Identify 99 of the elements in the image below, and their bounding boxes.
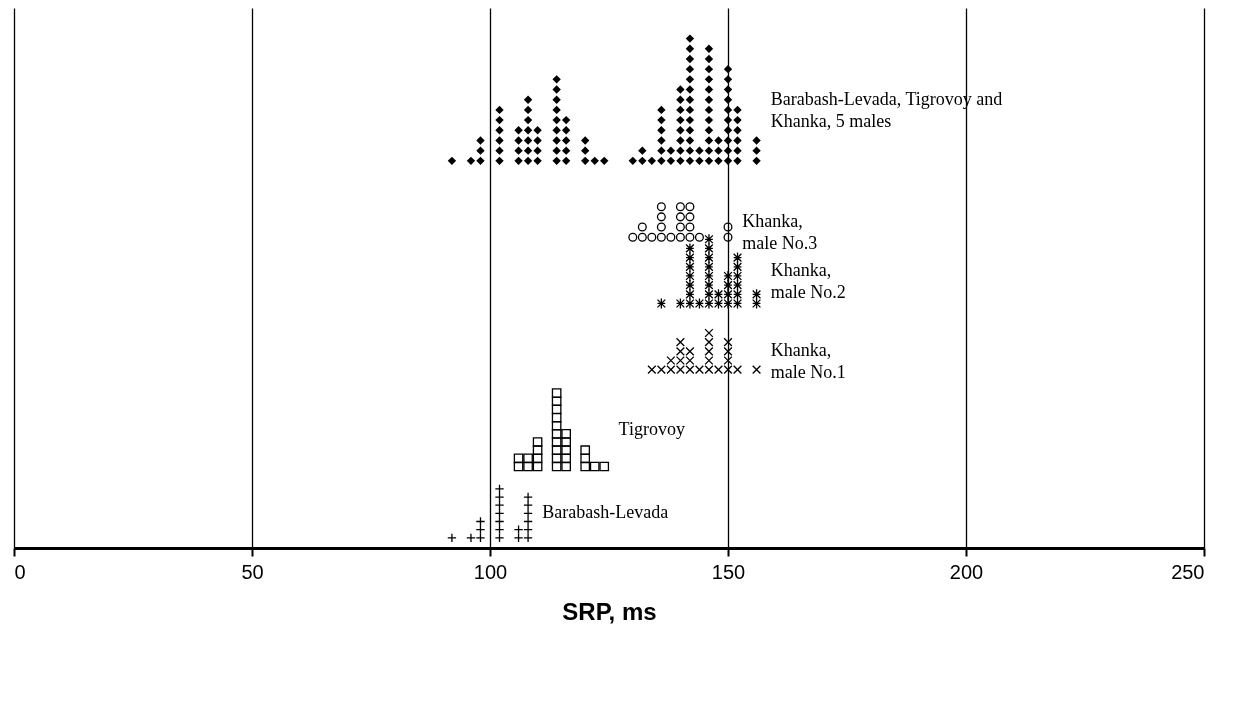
point bbox=[561, 461, 571, 472]
point bbox=[723, 297, 733, 310]
point bbox=[561, 429, 571, 439]
point bbox=[723, 346, 733, 356]
point bbox=[723, 288, 733, 300]
point bbox=[628, 232, 638, 242]
point bbox=[704, 288, 714, 300]
point bbox=[656, 297, 666, 310]
point bbox=[513, 453, 524, 464]
x-tick-label: 200 bbox=[949, 560, 984, 583]
point bbox=[723, 222, 733, 232]
point bbox=[551, 396, 562, 407]
point bbox=[551, 453, 562, 464]
point bbox=[752, 297, 762, 310]
point bbox=[733, 251, 743, 264]
point bbox=[704, 270, 714, 282]
x-tick-label: 0 bbox=[14, 560, 26, 583]
point bbox=[733, 297, 743, 310]
point bbox=[685, 242, 695, 255]
point bbox=[580, 453, 591, 464]
point bbox=[704, 356, 714, 366]
point bbox=[685, 232, 695, 242]
point bbox=[723, 270, 733, 282]
point bbox=[551, 437, 562, 447]
point bbox=[675, 222, 685, 232]
point bbox=[666, 232, 676, 242]
point bbox=[685, 251, 695, 264]
series-label: Tigrovoy bbox=[618, 418, 685, 439]
point bbox=[523, 453, 533, 464]
x-tick-label: 150 bbox=[711, 560, 746, 583]
point bbox=[532, 445, 543, 456]
point bbox=[723, 337, 733, 347]
point bbox=[713, 288, 723, 300]
point bbox=[523, 461, 533, 472]
point bbox=[723, 232, 733, 242]
point bbox=[704, 242, 714, 255]
series-label: Khanka, male No.2 bbox=[770, 260, 846, 303]
point bbox=[580, 461, 591, 472]
series-label: Khanka, male No.1 bbox=[770, 340, 846, 383]
point bbox=[561, 445, 571, 456]
point bbox=[551, 388, 562, 398]
point bbox=[685, 279, 695, 291]
point bbox=[685, 297, 695, 310]
x-tick-label: 50 bbox=[241, 560, 264, 583]
point bbox=[704, 328, 714, 338]
point bbox=[599, 461, 610, 472]
point bbox=[675, 202, 685, 212]
point bbox=[675, 297, 685, 310]
point bbox=[551, 404, 562, 415]
point bbox=[704, 346, 714, 356]
series-label: Barabash-Levada bbox=[542, 502, 669, 523]
point bbox=[685, 212, 695, 222]
x-axis-title: SRP, ms bbox=[562, 597, 657, 625]
point bbox=[685, 270, 695, 282]
point bbox=[532, 437, 543, 447]
point bbox=[752, 365, 762, 375]
point bbox=[513, 461, 524, 472]
point bbox=[589, 461, 600, 472]
point bbox=[704, 279, 714, 291]
point bbox=[733, 279, 743, 291]
point bbox=[704, 261, 714, 273]
point bbox=[733, 288, 743, 300]
series-label: Khanka, male No.3 bbox=[742, 210, 818, 253]
point bbox=[704, 251, 714, 264]
point bbox=[551, 429, 562, 439]
point bbox=[752, 288, 762, 300]
point bbox=[656, 232, 666, 242]
point bbox=[656, 222, 666, 232]
point bbox=[551, 420, 562, 431]
point bbox=[561, 437, 571, 447]
point bbox=[694, 297, 704, 310]
point bbox=[675, 337, 685, 347]
x-tick-label: 250 bbox=[1171, 560, 1205, 583]
point bbox=[723, 279, 733, 291]
point bbox=[685, 222, 695, 232]
point bbox=[551, 445, 562, 456]
point bbox=[733, 261, 743, 273]
point bbox=[637, 222, 647, 232]
point bbox=[733, 270, 743, 282]
point bbox=[675, 212, 685, 222]
point bbox=[637, 232, 647, 242]
point bbox=[685, 261, 695, 273]
point bbox=[580, 445, 591, 456]
point bbox=[551, 412, 562, 423]
point bbox=[656, 212, 666, 222]
point bbox=[723, 356, 733, 366]
point bbox=[713, 297, 723, 310]
point bbox=[551, 461, 562, 472]
point bbox=[532, 461, 543, 472]
point bbox=[647, 232, 657, 242]
point bbox=[532, 453, 543, 464]
point bbox=[675, 232, 685, 242]
point bbox=[561, 453, 571, 464]
point bbox=[704, 337, 714, 347]
point bbox=[656, 202, 666, 212]
point bbox=[685, 202, 695, 212]
point bbox=[685, 288, 695, 300]
x-tick-label: 100 bbox=[473, 560, 508, 583]
point bbox=[704, 297, 714, 310]
